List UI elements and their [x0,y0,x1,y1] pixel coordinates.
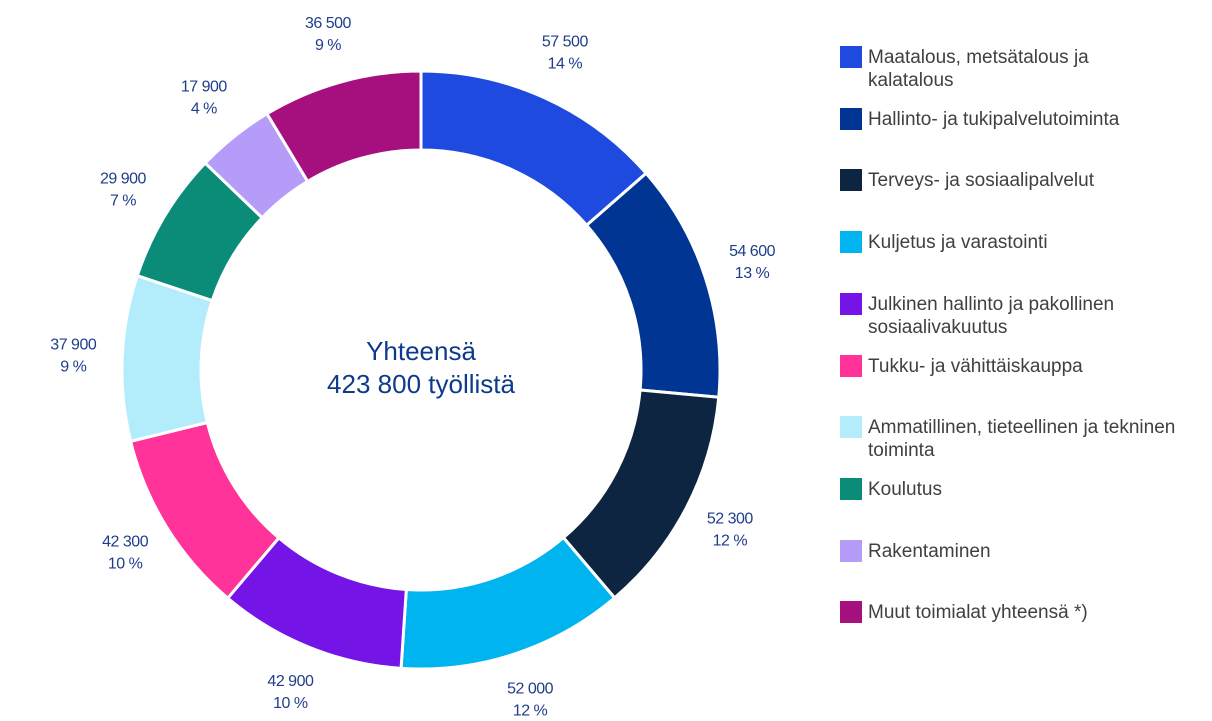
legend-item: Kuljetus ja varastointi [840,231,1200,254]
legend-label: Terveys- ja sosiaalipalvelut [868,170,1094,192]
legend-swatch [840,292,862,315]
legend-swatch [840,539,862,562]
legend-label: Maatalous, metsätalous ja kalatalous [868,47,1089,91]
legend-label: Koulutus [868,478,942,500]
value-label: 17 900 [181,78,228,95]
legend-swatch [840,354,862,377]
share-label: 10 % [273,695,308,712]
share-label: 9 % [60,358,86,375]
share-label: 10 % [108,555,143,572]
legend-label: Muut toimialat yhteensä *) [868,602,1088,624]
value-label: 36 500 [305,15,352,32]
legend-swatch [840,477,862,500]
donut-segment [120,273,215,444]
legend-swatch [840,107,862,130]
legend-item: Muut toimialat yhteensä *) [840,601,1200,624]
legend-item: Julkinen hallinto ja pakollinen sosiaali… [840,292,1200,339]
legend-item: Tukku- ja vähittäiskauppa [840,354,1200,378]
value-label: 52 000 [507,681,554,698]
donut-segment [264,69,423,184]
legend-swatch [840,416,862,439]
share-label: 7 % [110,193,136,210]
legend-swatch [840,46,862,68]
legend-item: Terveys- ja sosiaalipalvelut [840,169,1200,192]
legend-swatch [840,169,862,192]
value-label: 57 500 [542,33,589,50]
value-label: 42 900 [267,673,314,690]
share-label: 9 % [315,37,341,54]
legend-item: Hallinto- ja tukipalvelutoiminta [840,107,1200,131]
legend-item: Rakentaminen [840,539,1200,563]
share-label: 12 % [513,703,548,720]
share-label: 12 % [713,533,748,550]
legend-swatch [840,231,862,254]
value-label: 37 900 [50,336,97,353]
legend-label: Hallinto- ja tukipalvelutoiminta [868,108,1120,130]
share-label: 13 % [735,265,770,282]
legend-item: Maatalous, metsätalous ja kalatalous [840,46,1200,92]
value-label: 42 300 [102,533,149,550]
legend-label: Tukku- ja vähittäiskauppa [868,355,1083,377]
legend-swatch [840,601,862,624]
chart: Yhteensä 423 800 työllistä 57 500 14 % 54 … [50,15,776,720]
legend-label: Rakentaminen [868,540,991,562]
share-label: 4 % [191,100,217,117]
legend-label: Ammatillinen, tieteellinen ja tekninen t… [868,417,1176,462]
center-label: Yhteensä [366,336,476,366]
legend-item: Ammatillinen, tieteellinen ja tekninen t… [840,416,1200,462]
legend-label: Kuljetus ja varastointi [868,232,1048,254]
share-label: 14 % [548,55,583,72]
value-label: 52 300 [707,511,754,528]
donut-segment [584,171,722,399]
legend-label: Julkinen hallinto ja pakollinen sosiaali… [868,293,1115,338]
center-label: 423 800 työllistä [327,369,515,399]
value-label: 54 600 [729,243,776,260]
legend-item: Koulutus [840,477,1200,501]
value-label: 29 900 [100,171,147,188]
